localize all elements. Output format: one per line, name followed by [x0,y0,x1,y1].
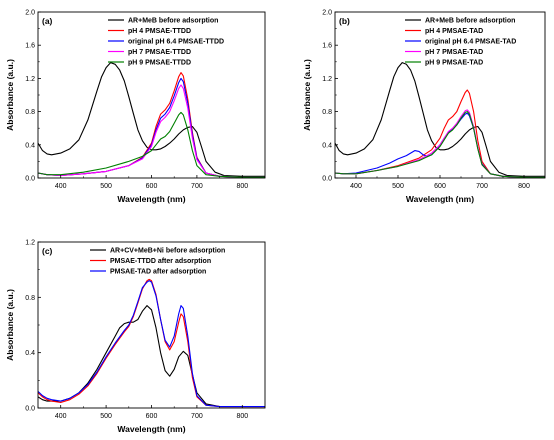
plot-area [38,278,265,408]
y-tick-label: 0.0 [322,176,332,183]
legend-entry: AR+MeB before adsorption [128,18,218,25]
y-tick-label: 1.2 [25,240,35,247]
y-axis-label: Absorbance (a.u.) [5,59,15,131]
legend-entry: PMSAE-TAD after adsorption [110,269,206,276]
x-tick-label: 400 [350,183,362,190]
legend-entry: pH 7 PMSAE-TAD [425,49,483,56]
x-tick-label: 600 [146,183,158,190]
panel-label: (b) [339,16,350,26]
x-tick-label: 600 [146,413,158,420]
y-tick-label: 0.8 [25,109,35,116]
x-tick-label: 700 [476,183,488,190]
x-axis-label: Wavelength (nm) [117,194,185,204]
x-tick-label: 700 [191,413,203,420]
legend-entry: original pH 6.4 PMSAE-TAD [425,39,516,46]
chart-panel-2: 400 500 600 700 800 0.0 0.4 0.8 1.2 1.6 2.0 Wavelen… [302,10,546,204]
series-line-1 [335,62,545,177]
legend-entry: pH 9 PMSAE-TTDD [128,60,191,67]
y-tick-label: 0.0 [25,176,35,183]
series-line-4 [335,109,545,178]
legend-entry: pH 4 PMSAE-TAD [425,28,483,35]
legend-entry: PMSAE-TTDD after adsorption [110,258,211,265]
x-tick-label: 400 [55,183,67,190]
legend: AR+CV+MeB+Ni before adsorption PMSAE-TTDD… [90,248,225,276]
legend-entry: pH 7 PMSAE-TTDD [128,49,191,56]
plot-area [38,62,265,178]
legend: AR+MeB before adsorption pH 4 PMSAE-TTDD o… [108,18,224,67]
series-line-5 [38,111,265,178]
legend-entry: pH 4 PMSAE-TTDD [128,28,191,35]
plot-frame [37,241,266,409]
series-line-1 [38,62,265,177]
legend-entry: AR+MeB before adsorption [425,18,515,25]
x-axis-label: Wavelength (nm) [406,194,474,204]
series-line-2 [335,89,545,178]
series-line-3 [38,77,265,178]
x-tick-label: 400 [55,413,67,420]
x-axis-label: Wavelength (nm) [117,424,185,434]
y-tick-label: 0.8 [25,295,35,302]
plot-frame [334,11,546,179]
y-tick-label: 1.6 [25,43,35,50]
y-axis-label: Absorbance (a.u.) [5,289,15,361]
y-tick-label: 0.0 [25,406,35,413]
y-tick-label: 0.4 [25,350,35,357]
y-tick-label: 2.0 [25,10,35,17]
series-line-1 [38,305,265,408]
x-tick-label: 800 [518,183,530,190]
x-tick-label: 800 [236,183,248,190]
y-axis-label: Absorbance (a.u.) [302,59,312,131]
y-tick-label: 0.4 [25,142,35,149]
series-line-4 [38,84,265,178]
y-tick-label: 1.2 [322,76,332,83]
panel-label: (a) [42,16,53,26]
x-tick-label: 500 [100,183,112,190]
x-tick-label: 600 [434,183,446,190]
x-tick-label: 800 [236,413,248,420]
y-tick-label: 0.8 [322,109,332,116]
series-line-2 [38,278,265,408]
legend-entry: original pH 6.4 PMSAE-TTDD [128,39,224,46]
chart-panel-1: 400 500 600 700 800 0.0 0.4 0.8 1.2 1.6 2.0 Wavelen… [5,10,266,204]
plot-area [335,62,545,178]
x-tick-label: 500 [100,413,112,420]
y-tick-label: 1.2 [25,76,35,83]
plot-frame [37,11,266,179]
series-line-5 [335,111,545,178]
series-line-2 [38,72,265,178]
y-tick-label: 0.4 [322,142,332,149]
x-tick-label: 500 [392,183,404,190]
x-tick-label: 700 [191,183,203,190]
legend-entry: pH 9 PMSAE-TAD [425,60,483,67]
panel-label: (c) [42,246,53,256]
legend-entry: AR+CV+MeB+Ni before adsorption [110,248,225,255]
chart-panel-3: 400 500 600 700 800 0.0 0.4 0.8 1.2 Wavelength (n… [5,240,266,434]
y-tick-label: 2.0 [322,10,332,17]
legend: AR+MeB before adsorption pH 4 PMSAE-TAD or… [405,18,516,67]
y-tick-label: 1.6 [322,43,332,50]
series-line-3 [38,280,265,408]
